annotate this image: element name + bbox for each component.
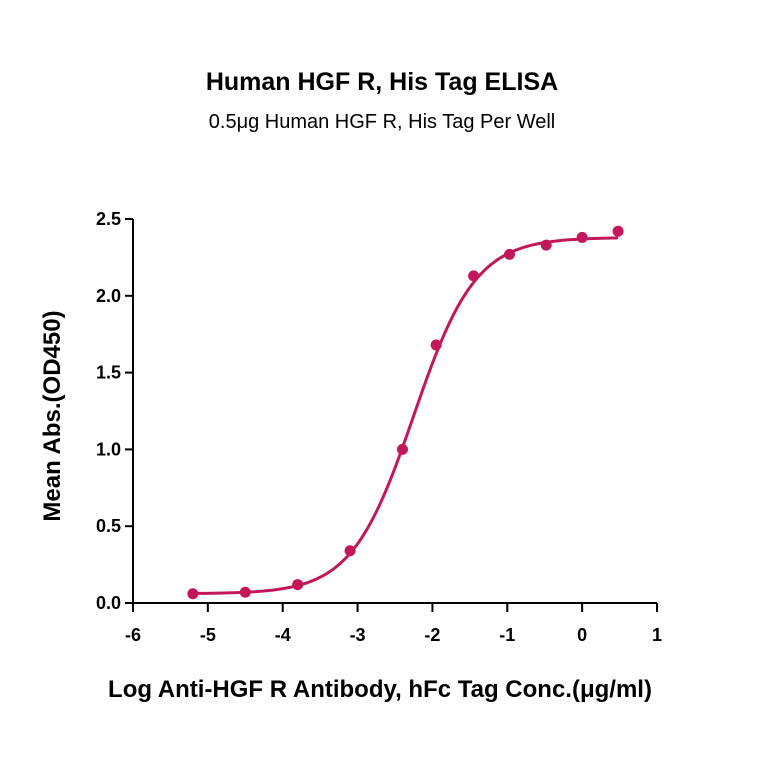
chart-title: Human HGF R, His Tag ELISA bbox=[205, 68, 559, 96]
fit-curve-layer bbox=[192, 236, 619, 595]
data-point bbox=[468, 270, 480, 282]
x-tick-label: -1 bbox=[499, 625, 515, 645]
data-point bbox=[239, 586, 251, 598]
data-point bbox=[187, 588, 199, 600]
data-point bbox=[396, 443, 408, 455]
data-point bbox=[292, 579, 304, 591]
chart-ticks: 0.0 0.5 1.0 1.5 2.0 2.5 -6 -5 -4 -3 -2 -1 0 1 bbox=[96, 209, 662, 645]
data-point bbox=[612, 225, 624, 237]
y-tick-label: 2.0 bbox=[96, 286, 121, 306]
x-tick-label: -2 bbox=[424, 625, 440, 645]
x-tick-label: 0 bbox=[577, 625, 587, 645]
fit-curve bbox=[192, 236, 619, 595]
x-tick-label: -5 bbox=[200, 625, 216, 645]
y-axis-title: Mean Abs.(OD450) bbox=[39, 310, 66, 521]
x-tick-label: -6 bbox=[125, 625, 141, 645]
x-tick-label: -3 bbox=[350, 625, 366, 645]
data-point bbox=[540, 239, 552, 251]
x-tick-label: 1 bbox=[652, 625, 662, 645]
data-point bbox=[344, 545, 356, 557]
chart-axes bbox=[132, 219, 657, 604]
data-point bbox=[504, 248, 516, 260]
data-point bbox=[430, 339, 442, 351]
data-point bbox=[576, 231, 588, 243]
x-axis-title: Log Anti-HGF R Antibody, hFc Tag Conc.(μ… bbox=[108, 676, 652, 703]
y-tick-label: 0.5 bbox=[96, 516, 121, 536]
y-tick-label: 1.0 bbox=[96, 439, 121, 459]
y-tick-label: 0.0 bbox=[96, 593, 121, 613]
y-tick-label: 1.5 bbox=[96, 363, 121, 383]
chart-subtitle: 0.5μg Human HGF R, His Tag Per Well bbox=[208, 111, 556, 133]
x-tick-label: -4 bbox=[275, 625, 291, 645]
data-points-layer bbox=[187, 225, 624, 600]
y-tick-label: 2.5 bbox=[96, 209, 121, 229]
